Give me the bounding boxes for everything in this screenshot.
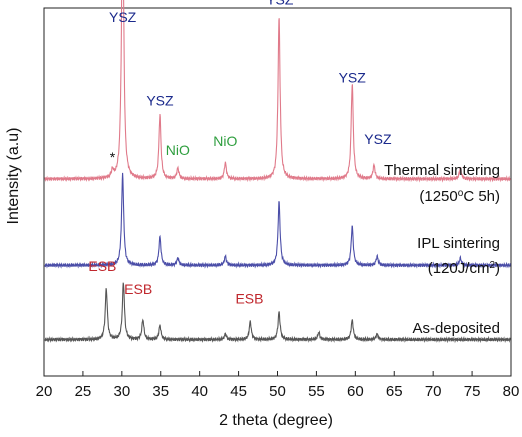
series-label-thermal-condition: (1250oC 5h)	[419, 188, 500, 206]
x-tick-label: 55	[308, 383, 325, 400]
peak-label-ysz: YSZ	[364, 131, 392, 147]
x-tick-label: 50	[269, 383, 286, 400]
series-line-1	[44, 0, 511, 183]
peak-label-esb: ESB	[235, 290, 263, 306]
ticks-layer: 20 25 30 35 40 45 50 55 60 65 70 75 80	[36, 371, 520, 400]
series-line-2	[44, 172, 511, 269]
x-axis-title: 2 theta (degree)	[219, 412, 333, 429]
x-tick-label: 40	[191, 383, 208, 400]
series-label-ipl-condition: (120J/cm2)	[428, 260, 500, 278]
x-tick-label: 65	[386, 383, 403, 400]
y-axis-title: Intensity (a.u)	[5, 128, 22, 225]
x-tick-label: 20	[36, 383, 53, 400]
peak-label-ysz: YSZ	[109, 9, 137, 25]
x-tick-label: 45	[230, 383, 247, 400]
peak-label-esb: ESB	[124, 281, 152, 297]
asterisk-marker: *	[110, 149, 116, 165]
annotation-layer: YSZ YSZ NiO NiO YSZ YSZ YSZ * ESB ESB ESB	[88, 0, 392, 306]
series-label-thermal: Thermal sintering	[384, 162, 500, 179]
x-tick-label: 75	[464, 383, 481, 400]
peak-label-nio: NiO	[213, 133, 237, 149]
x-tick-label: 35	[152, 383, 169, 400]
x-tick-label: 30	[113, 383, 130, 400]
x-tick-label: 80	[503, 383, 520, 400]
series-label-as-deposited: As-deposited	[412, 320, 500, 337]
x-tick-label: 25	[75, 383, 92, 400]
x-tick-label: 70	[425, 383, 442, 400]
series-label-layer: Thermal sintering (1250oC 5h) IPL sinterin…	[384, 162, 500, 337]
peak-label-ysz: YSZ	[266, 0, 294, 7]
series-label-ipl: IPL sintering	[417, 235, 500, 252]
x-tick-label: 60	[347, 383, 364, 400]
peak-label-ysz: YSZ	[339, 69, 367, 85]
series-line-3	[44, 282, 511, 344]
peak-label-nio: NiO	[166, 142, 190, 158]
peak-label-ysz: YSZ	[146, 92, 174, 108]
series-layer	[44, 0, 511, 344]
peak-label-esb: ESB	[88, 258, 116, 274]
